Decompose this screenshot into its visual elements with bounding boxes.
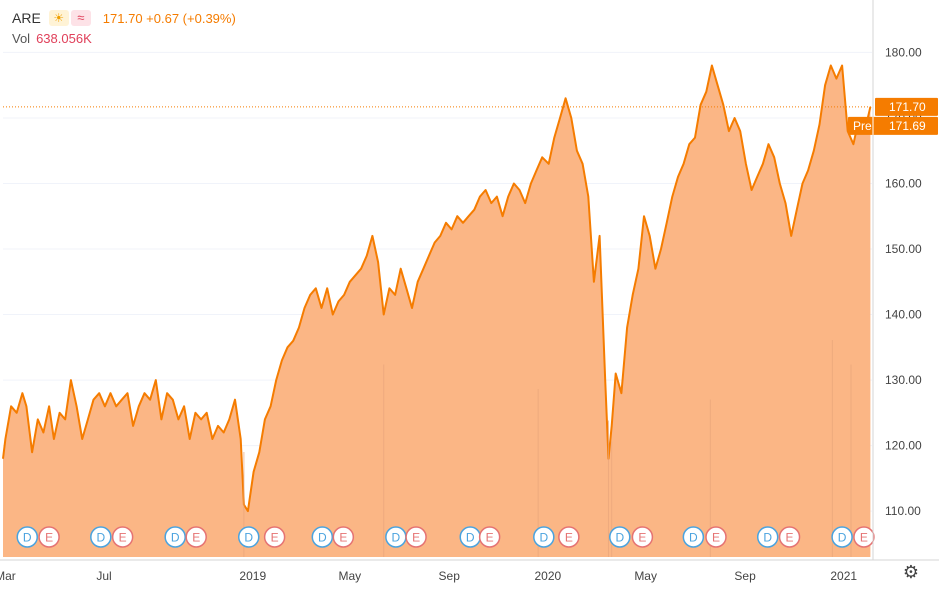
event-label: D <box>96 531 105 545</box>
volume-label: Vol <box>12 30 31 46</box>
earnings-marker <box>38 526 60 548</box>
earnings-marker <box>185 526 207 548</box>
quote-row: ARE ☀ ≈ 171.70 +0.67 (+0.39%) <box>12 8 236 28</box>
dividend-marker <box>164 526 186 548</box>
dividend-marker <box>311 526 334 548</box>
last-price-label: 171.70 <box>889 100 926 114</box>
dividend-marker <box>533 526 555 548</box>
earnings-marker <box>332 526 355 548</box>
x-tick-label: 2020 <box>534 569 561 583</box>
event-label: D <box>318 531 327 545</box>
event-label: D <box>615 531 624 545</box>
dividend-marker <box>237 526 260 548</box>
pre-market-tag <box>848 116 938 135</box>
x-tick-label: Sep <box>734 569 756 583</box>
x-tick-label: 2019 <box>239 569 266 583</box>
x-tick-label: May <box>634 569 657 583</box>
last-quote: 171.70 +0.67 (+0.39%) <box>102 10 236 26</box>
y-tick-label: 110.00 <box>885 504 921 518</box>
event-label: E <box>860 531 868 545</box>
event-label: D <box>689 531 698 545</box>
event-label: E <box>565 531 573 545</box>
price-area <box>3 65 871 557</box>
dividend-marker <box>682 526 705 548</box>
event-label: D <box>244 531 253 545</box>
dividend-marker <box>609 526 631 548</box>
earnings-marker <box>705 526 727 548</box>
event-label: D <box>763 531 772 545</box>
x-tick-label: Jul <box>96 569 111 583</box>
earnings-marker <box>405 526 427 548</box>
y-tick-label: 140.00 <box>885 308 922 322</box>
dividend-marker <box>90 526 112 548</box>
pre-market-label: Pre <box>853 119 872 133</box>
event-label: E <box>339 531 347 545</box>
y-tick-label: 180.00 <box>885 45 922 59</box>
event-label: D <box>23 531 32 545</box>
event-label: E <box>119 531 127 545</box>
event-label: D <box>838 531 847 545</box>
dividend-marker <box>756 526 779 548</box>
event-label: E <box>45 531 53 545</box>
earnings-marker <box>111 526 134 548</box>
event-label: D <box>466 531 475 545</box>
dividend-marker <box>16 526 39 548</box>
last-price-tag <box>875 97 938 116</box>
event-label: D <box>171 531 180 545</box>
earnings-marker <box>558 526 580 548</box>
market-hours-icon[interactable]: ☀ <box>48 10 69 26</box>
event-label: E <box>271 531 279 545</box>
event-label: E <box>486 531 494 545</box>
y-tick-label: 160.00 <box>885 176 922 190</box>
chart-legend: ARE ☀ ≈ 171.70 +0.67 (+0.39%) Vol 638.05… <box>12 8 236 48</box>
earnings-marker <box>478 526 501 548</box>
event-label: E <box>412 531 420 545</box>
x-tick-label: Sep <box>439 569 461 583</box>
pre-market-price: 171.69 <box>889 119 926 133</box>
y-tick-label: 120.00 <box>885 439 922 453</box>
earnings-marker <box>853 526 875 548</box>
event-label: E <box>638 531 646 545</box>
event-label: D <box>539 531 548 545</box>
symbol-label[interactable]: ARE <box>12 10 41 26</box>
earnings-marker <box>263 526 286 548</box>
data-delay-icon[interactable]: ≈ <box>70 10 91 26</box>
dividend-marker <box>831 526 853 548</box>
earnings-marker <box>631 526 654 548</box>
event-label: D <box>392 531 401 545</box>
earnings-marker <box>778 526 801 548</box>
gear-icon[interactable]: ⚙ <box>902 562 919 582</box>
x-tick-label: 2021 <box>830 569 857 583</box>
y-tick-label: 150.00 <box>885 242 922 256</box>
volume-value: 638.056K <box>36 30 92 46</box>
volume-row: Vol 638.056K <box>12 28 236 48</box>
x-tick-label: Mar <box>0 569 16 583</box>
x-tick-label: May <box>338 569 361 583</box>
event-label: E <box>192 531 200 545</box>
price-line <box>2 64 872 513</box>
event-label: E <box>786 531 794 545</box>
event-label: E <box>712 531 720 545</box>
y-tick-label: 130.00 <box>885 373 922 387</box>
